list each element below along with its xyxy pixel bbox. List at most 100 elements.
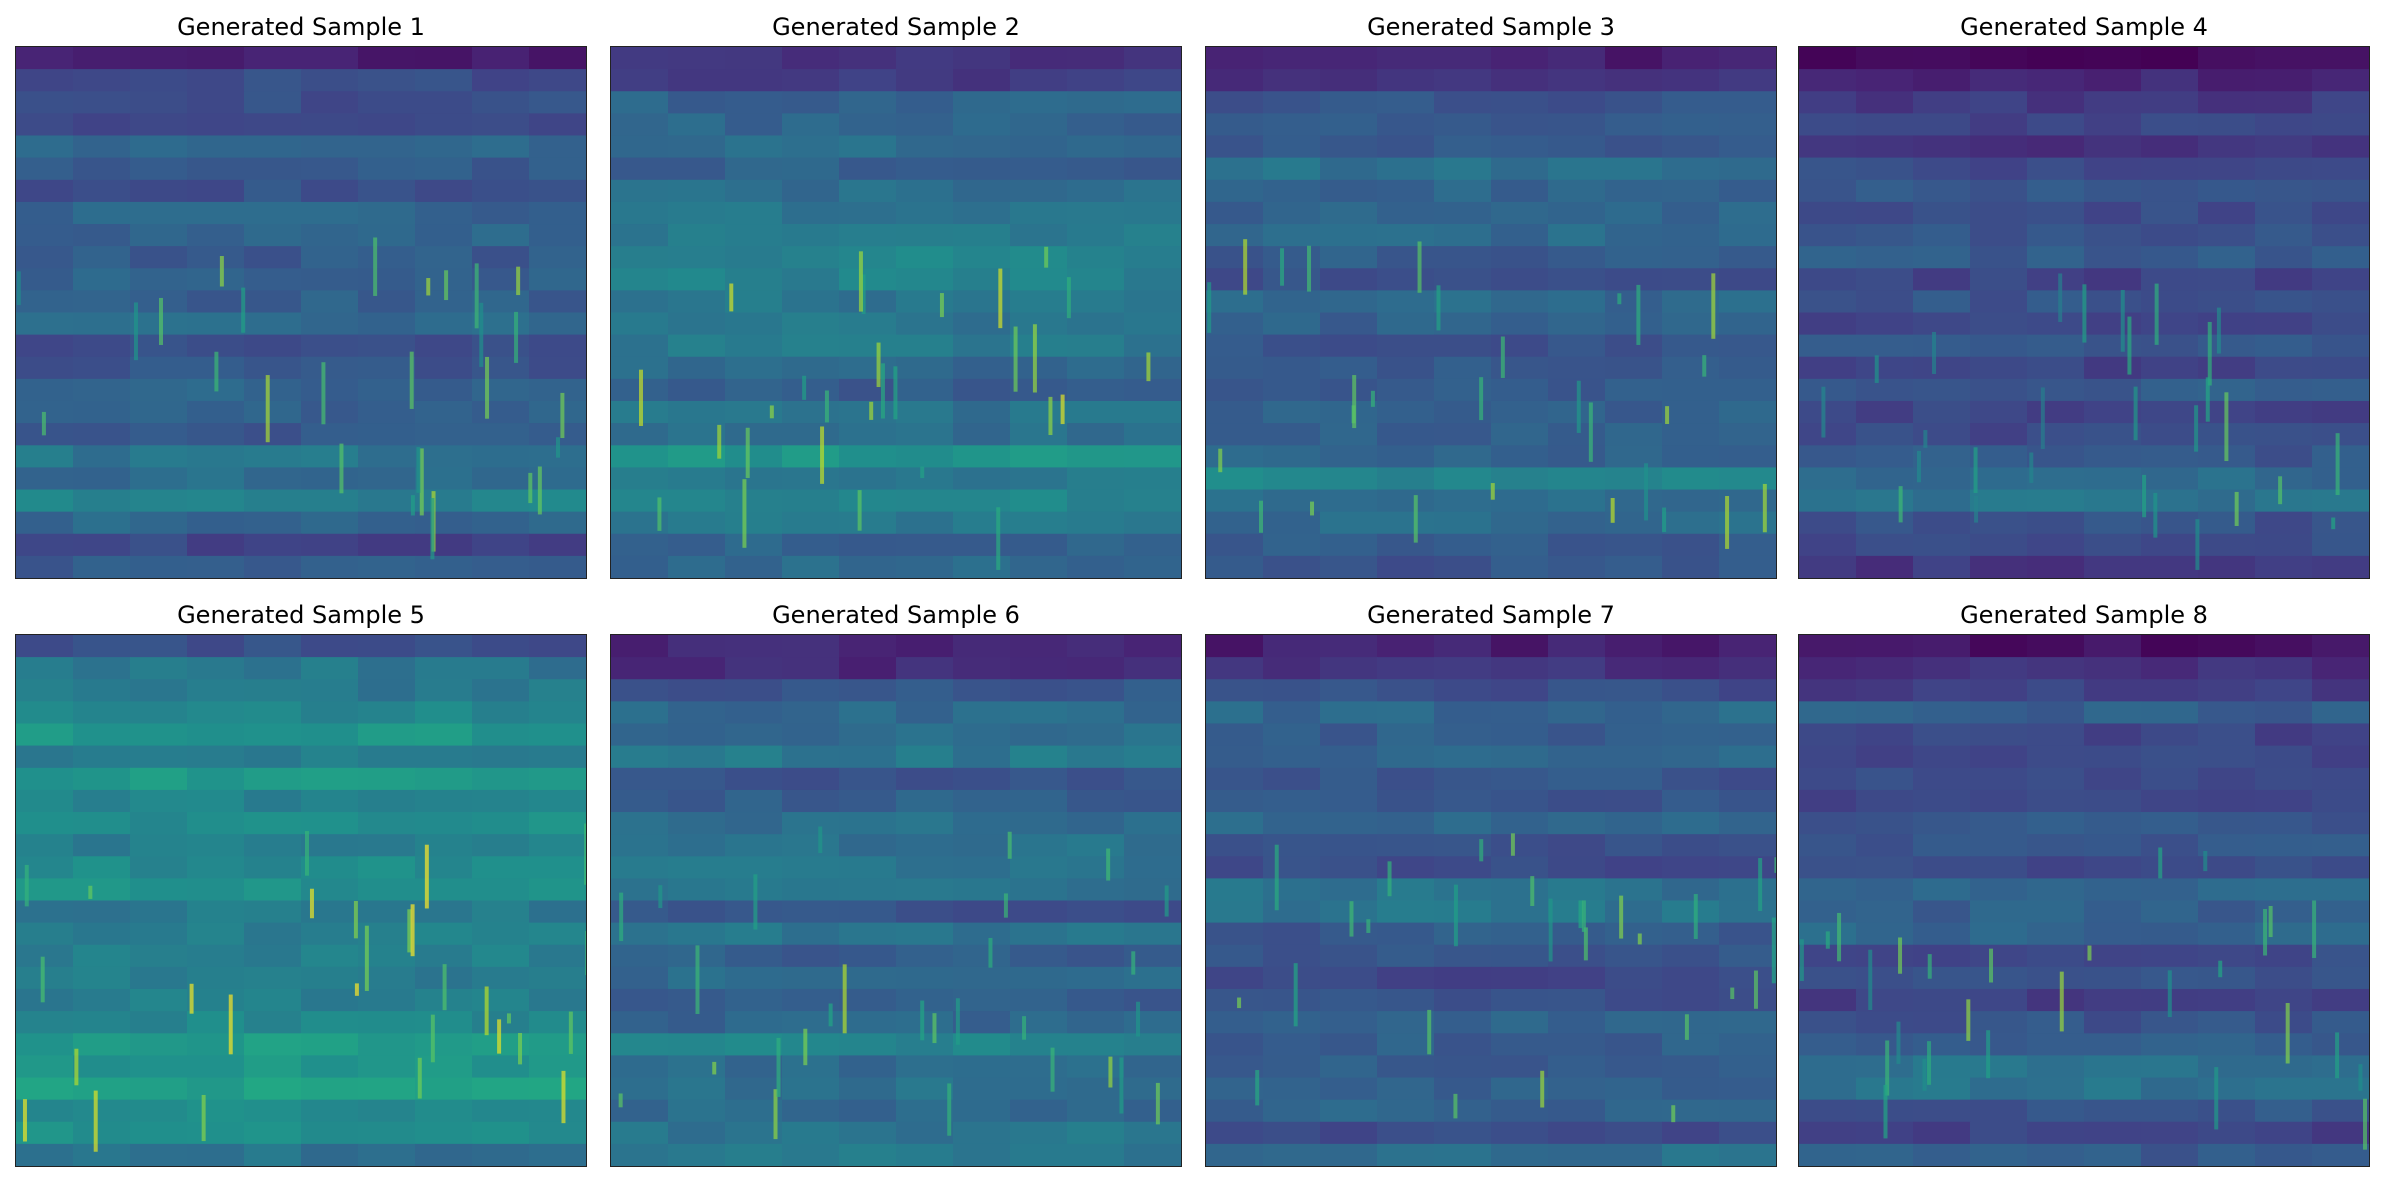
heatmap-cell [415, 268, 473, 291]
heatmap-cell [2198, 1099, 2256, 1123]
heatmap-cell [1799, 767, 1857, 791]
heatmap-streak [561, 1070, 566, 1124]
heatmap-cell [1067, 1077, 1125, 1101]
heatmap-cell [1856, 400, 1914, 424]
heatmap-cell [529, 91, 586, 114]
heatmap-cell [1434, 423, 1492, 446]
heatmap-cell [1434, 1121, 1492, 1145]
heatmap-cell [839, 723, 897, 747]
heatmap-cell [1719, 423, 1776, 446]
heatmap-cell [358, 679, 416, 702]
heatmap-cell [1913, 157, 1971, 181]
heatmap-cell [2141, 334, 2199, 358]
heatmap-cell [1263, 1055, 1321, 1079]
heatmap-cell [1605, 922, 1663, 946]
heatmap-cell [896, 635, 954, 658]
heatmap-cell [1605, 47, 1663, 70]
heatmap-cell [1320, 635, 1378, 658]
heatmap-cell [1067, 1055, 1125, 1079]
heatmap-cell [2198, 1011, 2256, 1034]
heatmap-cell [2255, 290, 2313, 314]
heatmap-cell [2027, 423, 2085, 446]
heatmap-streak [745, 427, 750, 478]
heatmap-cell [2255, 1055, 2313, 1079]
heatmap-cell [1263, 400, 1321, 424]
heatmap-cell [1263, 966, 1321, 990]
heatmap-streak [2153, 492, 2158, 538]
heatmap-cell [2141, 312, 2199, 336]
heatmap-cell [301, 1055, 359, 1079]
heatmap-cell [1010, 1011, 1068, 1034]
heatmap-cell [1605, 789, 1663, 813]
heatmap-cell [782, 268, 840, 291]
heatmap-cell [1913, 113, 1971, 137]
heatmap-cell [16, 356, 74, 380]
heatmap-cell [1206, 900, 1264, 924]
heatmap-cell [472, 69, 530, 92]
heatmap-cell [1320, 745, 1378, 769]
heatmap-cell [1548, 356, 1606, 380]
heatmap-cell [782, 113, 840, 137]
heatmap-cell [953, 812, 1011, 835]
heatmap-cell [472, 723, 530, 747]
heatmap-cell [301, 135, 359, 159]
heatmap-streak [1007, 831, 1012, 859]
heatmap-streak [1164, 885, 1169, 917]
heatmap-cell [2312, 378, 2369, 402]
heatmap-cell [1970, 312, 2028, 336]
heatmap-cell [1913, 812, 1971, 835]
heatmap-streak [802, 375, 807, 400]
heatmap-cell [1491, 467, 1549, 491]
heatmap-streak [1644, 463, 1649, 521]
heatmap-cell [1913, 533, 1971, 557]
heatmap-cell [2141, 701, 2199, 725]
heatmap-streak [1578, 900, 1583, 929]
heatmap-cell [415, 1099, 473, 1123]
heatmap-cell [1605, 1143, 1663, 1166]
heatmap-cell [1377, 878, 1435, 902]
heatmap-cell [1491, 723, 1549, 747]
heatmap-cell [2312, 789, 2369, 813]
heatmap-streak [1044, 246, 1049, 268]
heatmap-cell [73, 489, 131, 513]
heatmap-cell [1719, 113, 1776, 137]
heatmap-cell [1010, 944, 1068, 968]
heatmap-cell [1010, 511, 1068, 535]
heatmap-streak [424, 844, 429, 909]
heatmap-streak [41, 411, 46, 436]
heatmap-cell [130, 966, 188, 990]
heatmap-cell [16, 47, 74, 70]
heatmap-cell [1124, 378, 1181, 402]
heatmap-cell [1719, 224, 1776, 247]
heatmap-cell [1434, 900, 1492, 924]
heatmap-cell [358, 922, 416, 946]
panel-title: Generated Sample 5 [177, 601, 425, 629]
heatmap-cell [1799, 1143, 1857, 1166]
heatmap-cell [953, 988, 1011, 1012]
heatmap-cell [1067, 400, 1125, 424]
heatmap-cell [1719, 988, 1776, 1012]
heatmap-cell [782, 423, 840, 446]
heatmap-cell [2084, 878, 2142, 902]
heatmap-cell [1263, 290, 1321, 314]
heatmap-cell [1263, 701, 1321, 725]
heatmap-cell [529, 944, 586, 968]
heatmap-cell [782, 1099, 840, 1123]
heatmap-streak [430, 1014, 435, 1063]
heatmap-cell [2027, 1143, 2085, 1166]
heatmap-cell [1434, 1011, 1492, 1034]
heatmap-cell [301, 701, 359, 725]
heatmap-streak [1916, 450, 1921, 483]
heatmap-cell [1548, 701, 1606, 725]
heatmap-cell [1263, 856, 1321, 879]
heatmap-cell [953, 467, 1011, 491]
heatmap-cell [1856, 555, 1914, 578]
heatmap-cell [529, 555, 586, 578]
heatmap-cell [1970, 135, 2028, 159]
heatmap-streak [1243, 239, 1248, 295]
heatmap-cell [1124, 445, 1181, 469]
heatmap-streak [1218, 448, 1223, 473]
heatmap-streak [1255, 1070, 1260, 1106]
heatmap-cell [1377, 135, 1435, 159]
heatmap-cell [725, 856, 783, 879]
